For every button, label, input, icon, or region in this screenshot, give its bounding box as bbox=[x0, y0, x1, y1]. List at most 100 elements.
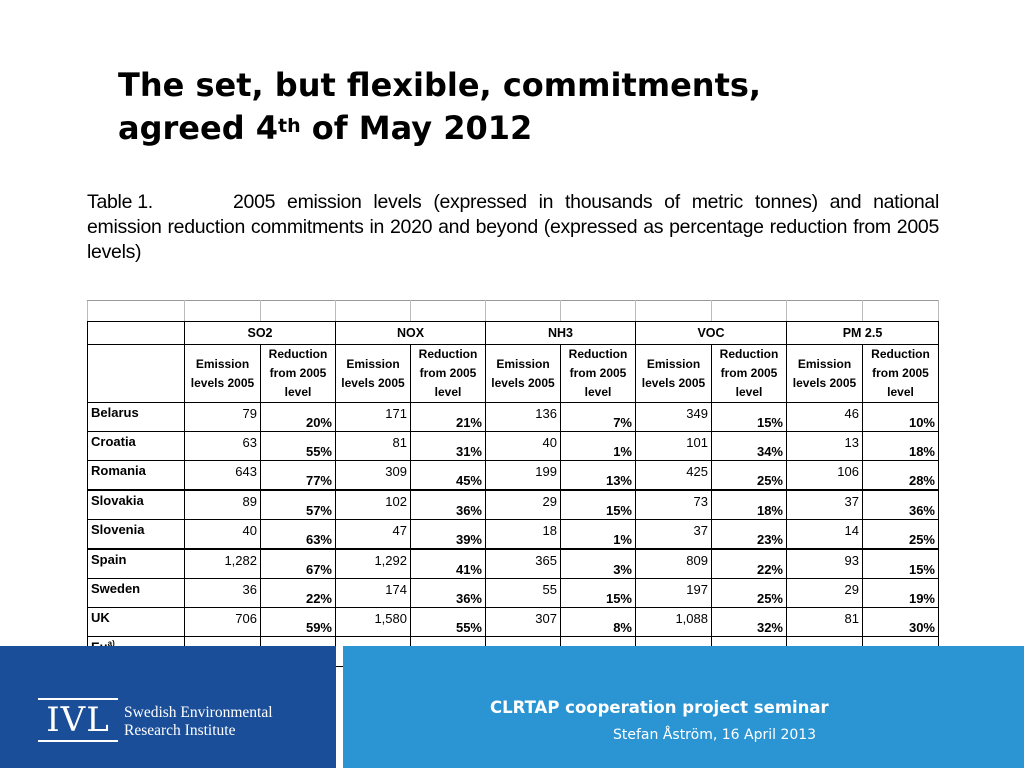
voc-emission-cell: 349 bbox=[635, 402, 712, 432]
sub-header-reduction: Reduction from 2005 level bbox=[711, 344, 787, 403]
so2-reduction-cell: 55% bbox=[260, 431, 336, 461]
pm25-reduction-cell: 25% bbox=[862, 519, 939, 550]
sub-header-emission: Emission levels 2005 bbox=[635, 344, 712, 403]
nox-emission-cell: 174 bbox=[335, 578, 411, 608]
so2-reduction-cell: 20% bbox=[260, 402, 336, 432]
pm25-emission-cell: 37 bbox=[786, 489, 863, 520]
logo-line-2: Research Institute bbox=[124, 722, 236, 739]
nox-reduction-cell: 41% bbox=[410, 548, 486, 579]
nox-emission-cell: 1,580 bbox=[335, 607, 411, 637]
pm25-reduction-cell: 28% bbox=[862, 460, 939, 491]
sub-header-reduction: Reduction from 2005 level bbox=[410, 344, 486, 403]
nh3-emission-cell: 29 bbox=[485, 489, 561, 520]
pm25-emission-cell: 14 bbox=[786, 519, 863, 550]
group-header-nox: NOX bbox=[335, 321, 486, 345]
so2-emission-cell: 36 bbox=[184, 578, 261, 608]
table-caption-label: Table 1. bbox=[87, 191, 153, 213]
table-caption-text: 2005 emission levels (expressed in thous… bbox=[87, 191, 939, 263]
voc-reduction-cell: 25% bbox=[711, 578, 787, 608]
sub-header-reduction: Reduction from 2005 level bbox=[260, 344, 336, 403]
pm25-reduction-cell: 30% bbox=[862, 607, 939, 637]
pm25-emission-cell: 106 bbox=[786, 460, 863, 491]
so2-emission-cell: 40 bbox=[184, 519, 261, 550]
nox-reduction-cell: 36% bbox=[410, 578, 486, 608]
nox-emission-cell: 81 bbox=[335, 431, 411, 461]
voc-emission-cell: 809 bbox=[635, 548, 712, 579]
voc-emission-cell: 1,088 bbox=[635, 607, 712, 637]
country-cell: Romania bbox=[87, 460, 185, 491]
title-line-1: The set, but flexible, commitments, bbox=[118, 66, 762, 104]
table-spacer-row bbox=[87, 300, 939, 322]
group-header-nh3: NH3 bbox=[485, 321, 636, 345]
table-row: Slovenia 40 63% 47 39% 18 1% 37 23% 14 25% bbox=[87, 519, 939, 550]
so2-reduction-cell: 22% bbox=[260, 578, 336, 608]
nox-emission-cell: 309 bbox=[335, 460, 411, 491]
nox-reduction-cell: 45% bbox=[410, 460, 486, 491]
so2-emission-cell: 89 bbox=[184, 489, 261, 520]
so2-emission-cell: 1,282 bbox=[184, 548, 261, 579]
voc-emission-cell: 197 bbox=[635, 578, 712, 608]
slide-title: The set, but flexible, commitments, agre… bbox=[118, 64, 978, 150]
nh3-reduction-cell: 7% bbox=[560, 402, 636, 432]
ivl-logo-text: Swedish Environmental Research Institute bbox=[124, 704, 273, 740]
sub-header-emission: Emission levels 2005 bbox=[786, 344, 863, 403]
so2-reduction-cell: 57% bbox=[260, 489, 336, 520]
nox-emission-cell: 1,292 bbox=[335, 548, 411, 579]
pm25-emission-cell: 13 bbox=[786, 431, 863, 461]
pm25-emission-cell: 93 bbox=[786, 548, 863, 579]
nox-reduction-cell: 31% bbox=[410, 431, 486, 461]
so2-emission-cell: 63 bbox=[184, 431, 261, 461]
country-cell: Slovenia bbox=[87, 519, 185, 550]
group-header-voc: VOC bbox=[635, 321, 787, 345]
country-cell: Spain bbox=[87, 548, 185, 579]
table-row: Belarus 79 20% 171 21% 136 7% 349 15% 46 10% bbox=[87, 402, 939, 432]
nox-reduction-cell: 55% bbox=[410, 607, 486, 637]
nh3-reduction-cell: 3% bbox=[560, 548, 636, 579]
nh3-reduction-cell: 15% bbox=[560, 489, 636, 520]
nh3-emission-cell: 365 bbox=[485, 548, 561, 579]
so2-reduction-cell: 77% bbox=[260, 460, 336, 491]
country-cell: Belarus bbox=[87, 402, 185, 432]
nh3-emission-cell: 136 bbox=[485, 402, 561, 432]
country-cell: Sweden bbox=[87, 578, 185, 608]
footer-info-panel bbox=[343, 646, 1024, 768]
country-cell: UK bbox=[87, 607, 185, 637]
pm25-emission-cell: 81 bbox=[786, 607, 863, 637]
voc-reduction-cell: 15% bbox=[711, 402, 787, 432]
footer-logo-panel: IVL Swedish Environmental Research Insti… bbox=[0, 646, 336, 768]
group-header-so2: SO2 bbox=[184, 321, 336, 345]
nox-reduction-cell: 39% bbox=[410, 519, 486, 550]
voc-reduction-cell: 22% bbox=[711, 548, 787, 579]
nh3-reduction-cell: 13% bbox=[560, 460, 636, 491]
nh3-reduction-cell: 1% bbox=[560, 519, 636, 550]
so2-emission-cell: 79 bbox=[184, 402, 261, 432]
voc-reduction-cell: 18% bbox=[711, 489, 787, 520]
pm25-reduction-cell: 10% bbox=[862, 402, 939, 432]
emission-table-wrap: SO2 NOX NH3 VOC PM 2.5 Emission levels 2… bbox=[87, 300, 939, 667]
nh3-emission-cell: 55 bbox=[485, 578, 561, 608]
nox-emission-cell: 47 bbox=[335, 519, 411, 550]
voc-emission-cell: 425 bbox=[635, 460, 712, 491]
table-row: Spain 1,282 67% 1,292 41% 365 3% 809 22% 93 15% bbox=[87, 548, 939, 579]
table-caption: Table 1. 2005 emission levels (expressed … bbox=[87, 190, 939, 265]
voc-emission-cell: 37 bbox=[635, 519, 712, 550]
sub-header-emission: Emission levels 2005 bbox=[485, 344, 561, 403]
pm25-reduction-cell: 19% bbox=[862, 578, 939, 608]
nox-reduction-cell: 21% bbox=[410, 402, 486, 432]
sub-header-reduction: Reduction from 2005 level bbox=[560, 344, 636, 403]
footer-bar: IVL Swedish Environmental Research Insti… bbox=[0, 646, 1024, 768]
title-line-2: agreed 4th of May 2012 bbox=[118, 109, 533, 147]
pm25-reduction-cell: 18% bbox=[862, 431, 939, 461]
voc-emission-cell: 101 bbox=[635, 431, 712, 461]
table-row: Romania 643 77% 309 45% 199 13% 425 25% 106 28% bbox=[87, 460, 939, 491]
nh3-emission-cell: 40 bbox=[485, 431, 561, 461]
country-cell: Slovakia bbox=[87, 489, 185, 520]
corner-cell bbox=[87, 321, 185, 345]
nox-emission-cell: 102 bbox=[335, 489, 411, 520]
table-row: Croatia 63 55% 81 31% 40 1% 101 34% 13 18% bbox=[87, 431, 939, 461]
ivl-logo-mark: IVL bbox=[38, 698, 118, 742]
table-row: Slovakia 89 57% 102 36% 29 15% 73 18% 37 36% bbox=[87, 489, 939, 520]
table-row: UK 706 59% 1,580 55% 307 8% 1,088 32% 81 30% bbox=[87, 607, 939, 637]
table-group-header-row: SO2 NOX NH3 VOC PM 2.5 bbox=[87, 321, 939, 345]
seminar-title: CLRTAP cooperation project seminar bbox=[490, 698, 829, 717]
